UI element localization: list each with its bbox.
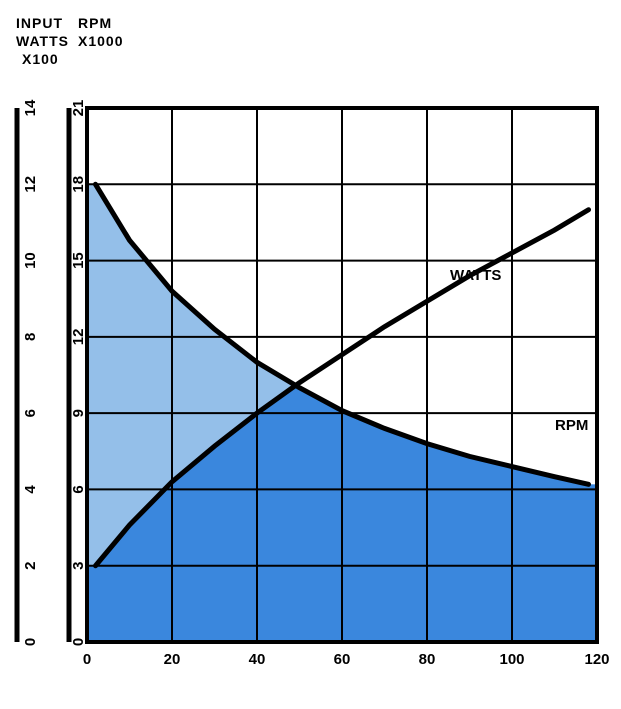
y-inner-tick-label: 21 — [70, 100, 87, 117]
x-tick-label: 0 — [83, 651, 91, 668]
y-outer-tick-label: 0 — [22, 638, 39, 646]
y-inner-tick-label: 12 — [70, 329, 87, 346]
y-outer-tick-label: 4 — [22, 485, 39, 494]
motor-curve-chart: WATTS RPM 0 20 40 60 80 100 120 0 2 4 6 8 10 12 14 0 3 6 9 12… — [0, 0, 621, 709]
header-right-1: RPM — [78, 15, 112, 31]
y-inner-tick-label: 3 — [70, 562, 87, 570]
x-tick-label: 80 — [419, 651, 436, 668]
rpm-label: RPM — [555, 417, 588, 434]
header-right-2: X1000 — [78, 33, 123, 49]
y-inner-tick-label: 15 — [70, 252, 87, 269]
x-tick-label: 120 — [584, 651, 609, 668]
header-left-2: WATTS — [16, 33, 69, 49]
y-inner-tick-label: 6 — [70, 485, 87, 493]
header-left-1: INPUT — [16, 15, 63, 31]
y-inner-tick-label: 0 — [70, 638, 87, 646]
x-tick-label: 40 — [249, 651, 266, 668]
watts-label: WATTS — [450, 267, 501, 284]
x-tick-label: 100 — [499, 651, 524, 668]
y-outer-tick-label: 2 — [22, 562, 39, 570]
x-tick-label: 60 — [334, 651, 351, 668]
y-outer-tick-label: 6 — [22, 409, 39, 417]
x-tick-label: 20 — [164, 651, 181, 668]
y-inner-tick-label: 9 — [70, 409, 87, 417]
y-outer-tick-label: 8 — [22, 333, 39, 341]
y-outer-tick-label: 12 — [22, 176, 39, 193]
y-outer-tick-label: 14 — [22, 99, 39, 116]
header-left-3: X100 — [22, 51, 59, 67]
y-inner-tick-label: 18 — [70, 176, 87, 193]
y-outer-tick-label: 10 — [22, 252, 39, 269]
